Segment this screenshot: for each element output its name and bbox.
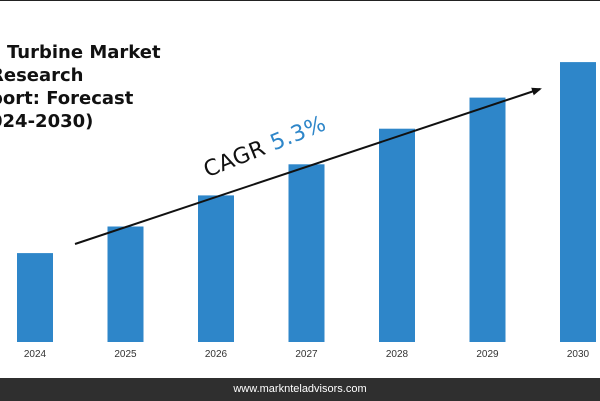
bar-2025	[107, 226, 144, 342]
bar-2029	[469, 97, 506, 342]
bar-2024	[17, 253, 53, 342]
bar-2026	[198, 195, 234, 342]
bars-group	[17, 62, 596, 342]
bar-2028	[379, 128, 415, 342]
bar-2027	[288, 164, 325, 342]
x-tick-label-2025: 2025	[114, 349, 137, 360]
x-tick-label-2028: 2028	[386, 349, 409, 360]
x-tick-labels: 2024 2025 2026 2027 2028 2029 2030	[24, 349, 590, 360]
x-tick-label-2027: 2027	[295, 349, 318, 360]
footer-url: www.marknteladvisors.com	[233, 383, 367, 395]
x-tick-label-2024: 2024	[24, 349, 47, 360]
x-tick-label-2030: 2030	[567, 349, 590, 360]
growth-arrow	[74, 87, 542, 245]
x-tick-label-2029: 2029	[476, 349, 499, 360]
bar-2030	[560, 62, 596, 342]
footer-bar: www.marknteladvisors.com	[0, 378, 600, 401]
x-tick-label-2026: 2026	[205, 349, 228, 360]
chart-title: s Turbine Market Research port: Forecast…	[0, 42, 161, 132]
